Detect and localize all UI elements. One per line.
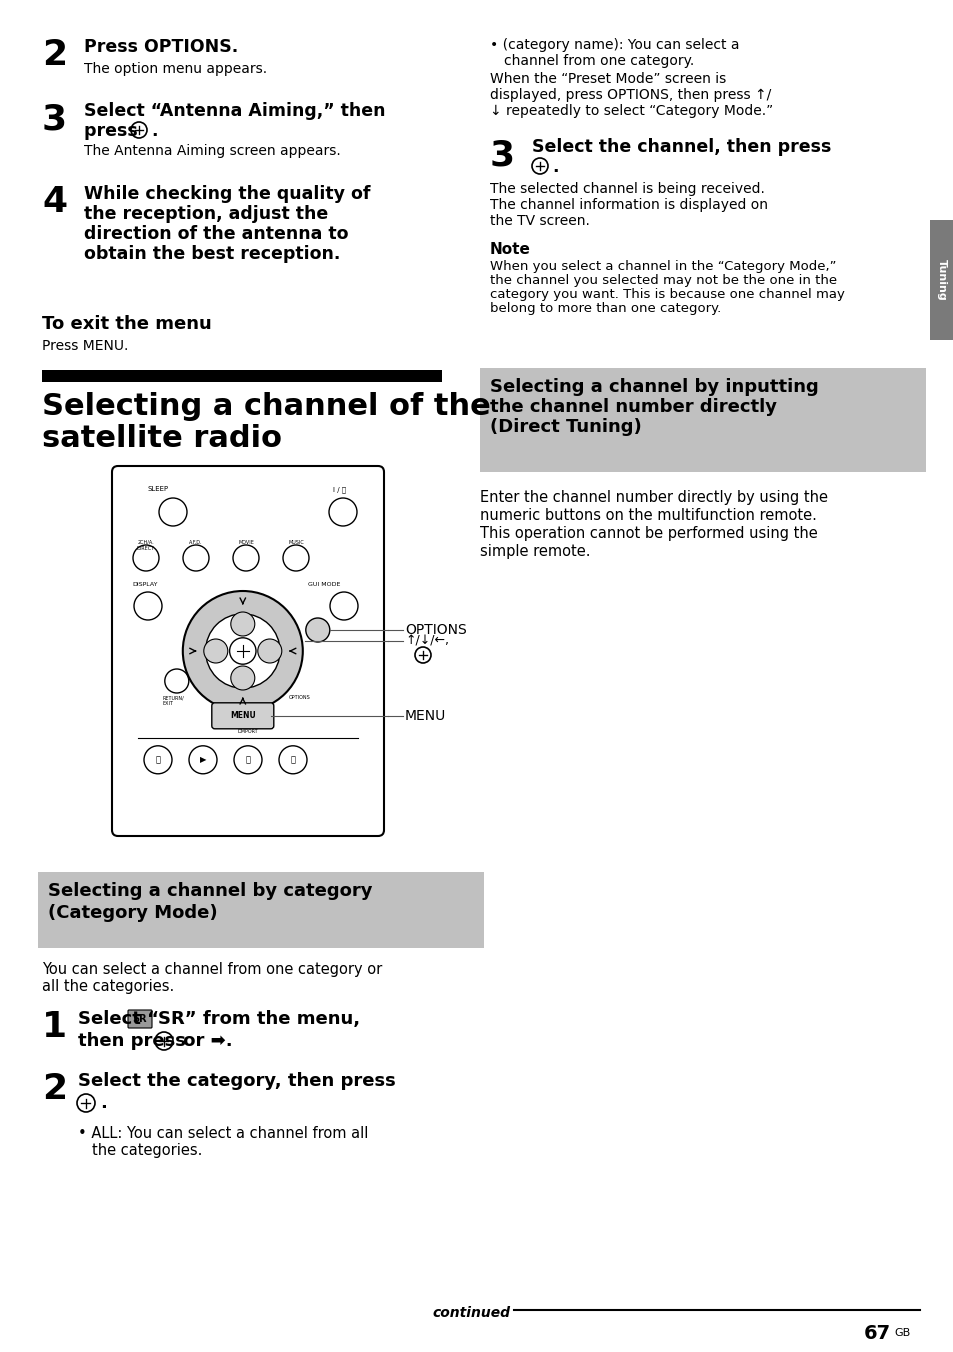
Text: The option menu appears.: The option menu appears. (84, 62, 267, 76)
Text: 2: 2 (42, 1072, 67, 1106)
Text: GUI MODE: GUI MODE (308, 581, 340, 587)
Text: SR: SR (132, 1014, 147, 1023)
Text: numeric buttons on the multifunction remote.: numeric buttons on the multifunction rem… (479, 508, 816, 523)
Text: 67: 67 (863, 1324, 890, 1343)
Text: all the categories.: all the categories. (42, 979, 174, 994)
Text: ⏭: ⏭ (291, 756, 295, 764)
Text: .: . (552, 158, 558, 176)
Text: Select “Antenna Aiming,” then: Select “Antenna Aiming,” then (84, 101, 385, 120)
Text: When you select a channel in the “Category Mode,”: When you select a channel in the “Catego… (490, 260, 836, 273)
Text: You can select a channel from one category or: You can select a channel from one catego… (42, 963, 382, 977)
Bar (38, 872, 483, 948)
Text: MENU: MENU (405, 708, 446, 723)
Circle shape (204, 639, 228, 662)
Text: SR” from the menu,: SR” from the menu, (158, 1010, 359, 1028)
Text: 4: 4 (42, 185, 67, 219)
Text: This operation cannot be performed using the: This operation cannot be performed using… (479, 526, 817, 541)
Text: the TV screen.: the TV screen. (490, 214, 589, 228)
Text: satellite radio: satellite radio (42, 425, 282, 453)
Circle shape (206, 614, 280, 688)
Text: • ALL: You can select a channel from all: • ALL: You can select a channel from all (78, 1126, 368, 1141)
Text: ⏹: ⏹ (245, 756, 251, 764)
Circle shape (306, 618, 330, 642)
Text: DMPORT: DMPORT (237, 729, 258, 734)
Text: .: . (151, 122, 157, 141)
Text: displayed, press OPTIONS, then press ↑/: displayed, press OPTIONS, then press ↑/ (490, 88, 770, 101)
Text: category you want. This is because one channel may: category you want. This is because one c… (490, 288, 844, 301)
Circle shape (231, 667, 254, 690)
Text: ↓ repeatedly to select “Category Mode.”: ↓ repeatedly to select “Category Mode.” (490, 104, 773, 118)
Text: 2: 2 (42, 38, 67, 72)
Text: Select the channel, then press: Select the channel, then press (532, 138, 830, 155)
Text: or ➡.: or ➡. (177, 1032, 233, 1051)
Text: Note: Note (490, 242, 530, 257)
FancyBboxPatch shape (128, 1010, 152, 1028)
Text: The channel information is displayed on: The channel information is displayed on (490, 197, 767, 212)
Text: To exit the menu: To exit the menu (42, 315, 212, 333)
Text: 2CH/A.
DIRECT: 2CH/A. DIRECT (137, 539, 155, 550)
Text: MUSIC: MUSIC (288, 539, 304, 545)
Text: The Antenna Aiming screen appears.: The Antenna Aiming screen appears. (84, 145, 340, 158)
Text: MOVIE: MOVIE (238, 539, 253, 545)
Text: Selecting a channel of the: Selecting a channel of the (42, 392, 490, 420)
Text: Enter the channel number directly by using the: Enter the channel number directly by usi… (479, 489, 827, 506)
Text: the channel you selected may not be the one in the: the channel you selected may not be the … (490, 274, 836, 287)
Text: the categories.: the categories. (91, 1142, 202, 1159)
Text: I / ⏻: I / ⏻ (333, 485, 346, 492)
Text: then press: then press (78, 1032, 192, 1051)
Text: A.F.D.: A.F.D. (189, 539, 203, 545)
Text: • (category name): You can select a: • (category name): You can select a (490, 38, 739, 51)
Text: Select the category, then press: Select the category, then press (78, 1072, 395, 1090)
Text: 1: 1 (42, 1010, 67, 1044)
Text: DISPLAY: DISPLAY (132, 581, 157, 587)
Text: Press MENU.: Press MENU. (42, 339, 129, 353)
Text: belong to more than one category.: belong to more than one category. (490, 301, 720, 315)
Text: press: press (84, 122, 144, 141)
Text: ⏮: ⏮ (155, 756, 160, 764)
Text: OPTIONS: OPTIONS (289, 695, 311, 700)
Text: Select “: Select “ (78, 1010, 159, 1028)
Text: ▶: ▶ (199, 756, 206, 764)
FancyBboxPatch shape (929, 220, 953, 339)
Text: Selecting a channel by category: Selecting a channel by category (48, 882, 372, 900)
Text: channel from one category.: channel from one category. (503, 54, 694, 68)
Bar (42, 370, 441, 383)
Text: (Category Mode): (Category Mode) (48, 904, 217, 922)
Text: the reception, adjust the: the reception, adjust the (84, 206, 328, 223)
Circle shape (183, 591, 302, 711)
Text: continued: continued (432, 1306, 510, 1320)
Text: The selected channel is being received.: The selected channel is being received. (490, 183, 764, 196)
Text: (Direct Tuning): (Direct Tuning) (490, 418, 641, 435)
Text: ↑/↓/←,: ↑/↓/←, (405, 634, 449, 648)
Text: Tuning: Tuning (936, 260, 946, 301)
FancyBboxPatch shape (212, 703, 274, 729)
Text: .: . (100, 1094, 107, 1111)
Text: Press OPTIONS.: Press OPTIONS. (84, 38, 238, 55)
Text: the channel number directly: the channel number directly (490, 397, 776, 416)
Circle shape (231, 612, 254, 635)
FancyBboxPatch shape (112, 466, 384, 836)
Text: 3: 3 (42, 101, 67, 137)
Text: Selecting a channel by inputting: Selecting a channel by inputting (490, 379, 818, 396)
Text: obtain the best reception.: obtain the best reception. (84, 245, 340, 264)
Text: GB: GB (893, 1328, 909, 1338)
Bar (479, 368, 925, 472)
Circle shape (257, 639, 281, 662)
Text: direction of the antenna to: direction of the antenna to (84, 224, 348, 243)
Text: SLEEP: SLEEP (148, 485, 169, 492)
Text: When the “Preset Mode” screen is: When the “Preset Mode” screen is (490, 72, 725, 87)
Text: RETURN/
EXIT: RETURN/ EXIT (163, 695, 184, 706)
Text: simple remote.: simple remote. (479, 544, 590, 558)
Text: While checking the quality of: While checking the quality of (84, 185, 370, 203)
Text: OPTIONS: OPTIONS (405, 623, 466, 637)
Text: 3: 3 (490, 138, 515, 172)
Text: MENU: MENU (230, 711, 255, 719)
